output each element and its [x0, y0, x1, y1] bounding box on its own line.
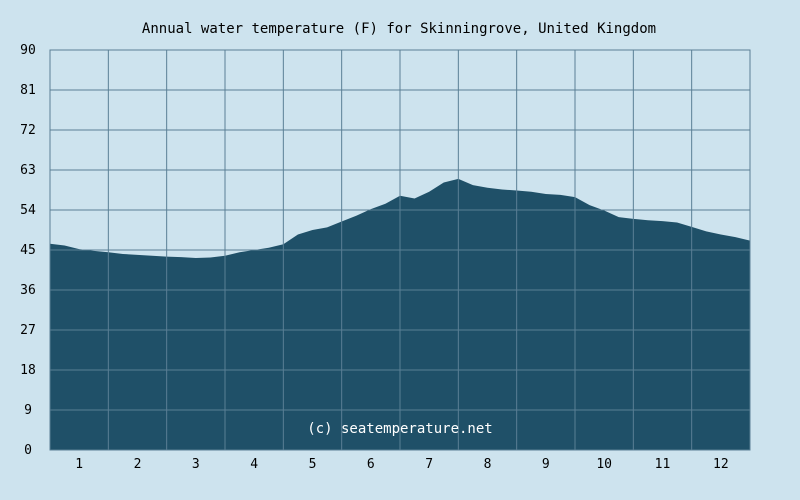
x-tick-label: 4 — [250, 457, 258, 472]
x-tick-label: 10 — [596, 457, 612, 472]
x-tick-label: 5 — [309, 457, 317, 472]
x-tick-label: 3 — [192, 457, 200, 472]
y-tick-label: 0 — [24, 443, 32, 458]
y-tick-label: 63 — [20, 163, 36, 178]
x-tick-label: 2 — [134, 457, 142, 472]
x-tick-label: 8 — [484, 457, 492, 472]
x-tick-label: 9 — [542, 457, 550, 472]
x-tick-label: 12 — [713, 457, 729, 472]
x-axis: 1 2 3 4 5 6 7 8 9 10 11 12 — [75, 457, 728, 472]
y-axis: 0 9 18 27 36 45 54 63 72 81 90 — [20, 43, 36, 458]
y-tick-label: 36 — [20, 283, 36, 298]
plot-border — [49, 49, 751, 451]
x-tick-label: 1 — [75, 457, 83, 472]
watermark-text: (c) seatemperature.net — [307, 421, 492, 437]
y-tick-label: 45 — [20, 243, 36, 258]
chart-title: Annual water temperature (F) for Skinnin… — [142, 21, 656, 37]
y-tick-label: 54 — [20, 203, 36, 218]
y-tick-label: 9 — [24, 403, 32, 418]
x-tick-label: 7 — [425, 457, 433, 472]
x-tick-label: 6 — [367, 457, 375, 472]
y-tick-label: 72 — [20, 123, 36, 138]
x-tick-label: 11 — [655, 457, 671, 472]
y-tick-label: 81 — [20, 83, 36, 98]
y-tick-label: 90 — [20, 43, 36, 58]
y-tick-label: 18 — [20, 363, 36, 378]
y-tick-label: 27 — [20, 323, 36, 338]
